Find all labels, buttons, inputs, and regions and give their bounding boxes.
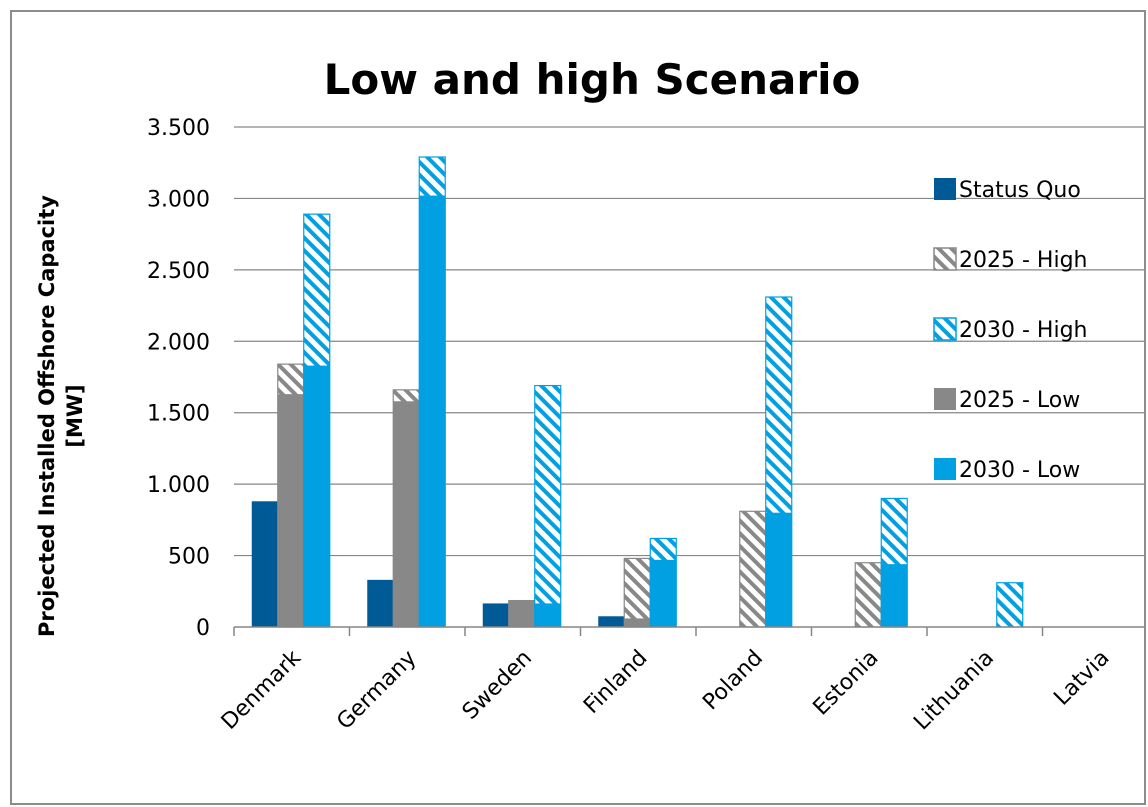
bars [251, 156, 1024, 628]
y-axis-title: Projected Installed Offshore Capacity [M… [35, 195, 87, 637]
category-labels: Denmark Germany Sweden Finland Poland Estonia… [217, 645, 1115, 735]
legend-label: 2030 - Low [959, 458, 1080, 483]
category-label: Poland [698, 646, 768, 716]
bar-status-quo [482, 603, 509, 627]
y-tick-label: 1.000 [147, 473, 210, 498]
y-tick-label: 2.500 [147, 259, 210, 284]
x-axis [233, 626, 1144, 636]
legend-swatch [933, 247, 957, 271]
bar-status-quo [598, 616, 625, 627]
y-tick-label: 0 [196, 616, 210, 641]
bar-status-quo [367, 579, 394, 627]
bar-2030-high [534, 384, 562, 628]
category-label: Lithuania [909, 646, 999, 736]
legend-swatch [934, 458, 956, 480]
bar-2025-low [277, 394, 304, 627]
gridlines [234, 126, 1144, 557]
category-label: Finland [579, 646, 652, 719]
bar-2030-high [996, 582, 1024, 628]
bar-2025-low [624, 618, 651, 627]
chart-svg: Low and high Scenario Projected Installe… [35, 55, 1144, 735]
bar-2030-low [881, 564, 908, 627]
bar-2025-high [854, 562, 882, 628]
y-axis-title-line-1: Projected Installed Offshore Capacity [35, 195, 59, 637]
legend: Status Quo 2025 - High 2030 - High 2025 - L… [933, 178, 1087, 483]
bar-2025-high [623, 557, 651, 628]
y-tick-label: 1.500 [147, 402, 210, 427]
bar-2030-low [419, 195, 446, 628]
bar-2025-low [508, 600, 535, 627]
category-label: Latvia [1049, 646, 1114, 711]
chart-title: Low and high Scenario [324, 55, 861, 104]
bar-2030-low [650, 559, 677, 627]
legend-label: 2025 - Low [959, 388, 1080, 413]
category-label: Denmark [217, 645, 306, 734]
legend-swatch [934, 388, 956, 410]
legend-swatch [933, 317, 957, 341]
y-axis-title-line-2: [MW] [63, 384, 87, 447]
bar-2030-low [765, 512, 792, 627]
bar-2025-high [739, 510, 767, 628]
y-tick-label: 3.000 [147, 187, 210, 212]
y-tick-label: 2.000 [147, 330, 210, 355]
category-label: Germany [332, 646, 421, 735]
bar-status-quo [251, 501, 278, 627]
legend-label: 2030 - High [959, 318, 1087, 343]
y-tick-label: 3.500 [147, 116, 210, 141]
bar-2025-low [393, 401, 420, 627]
category-label: Sweden [458, 646, 537, 725]
y-tick-labels: 0 500 1.000 1.500 2.000 2.500 3.000 3.500 [147, 116, 210, 641]
legend-label: 2025 - High [959, 248, 1087, 273]
bar-2030-low [534, 603, 561, 627]
legend-swatch [934, 178, 956, 200]
y-tick-label: 500 [168, 545, 210, 570]
legend-label: Status Quo [959, 178, 1081, 203]
category-label: Estonia [809, 646, 884, 721]
bar-2030-low [303, 365, 330, 627]
chart-frame: Low and high Scenario Projected Installe… [10, 10, 1146, 805]
